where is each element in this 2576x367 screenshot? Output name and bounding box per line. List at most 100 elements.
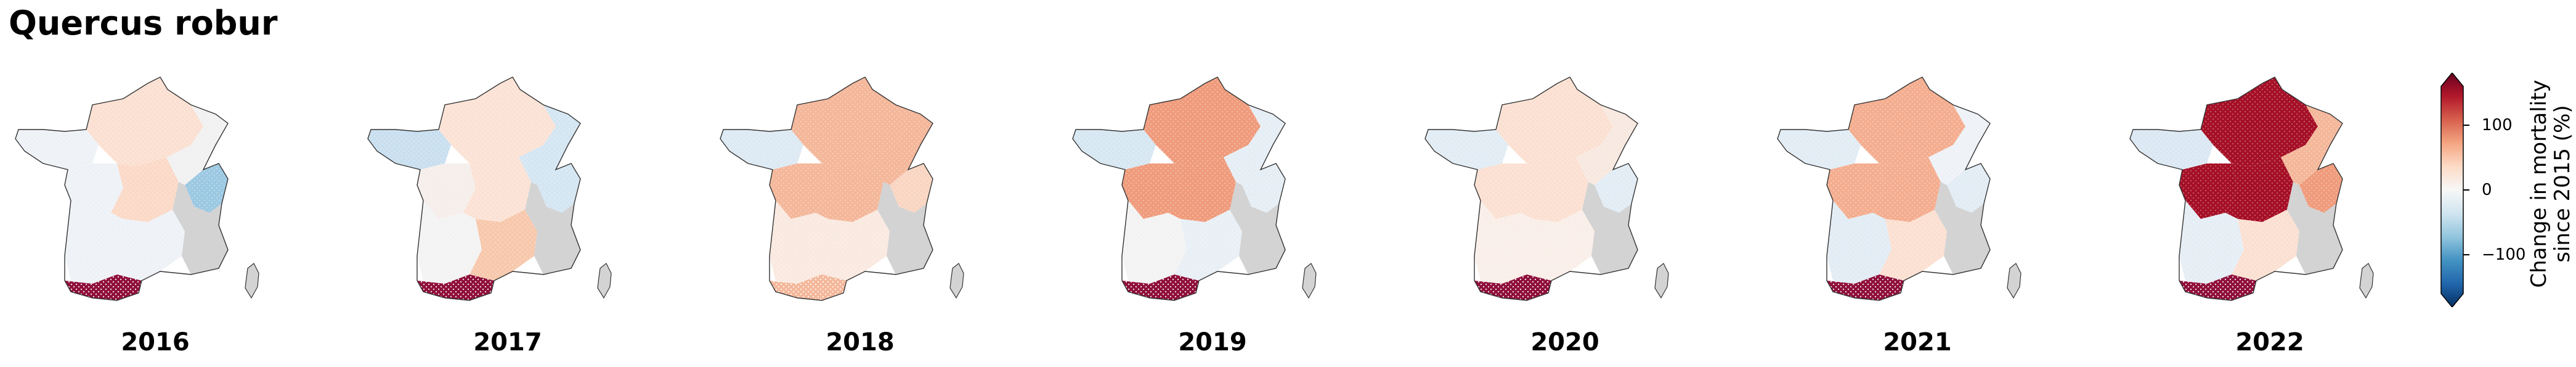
country-outline <box>1424 76 1638 301</box>
region-hatch-northeast <box>519 105 580 185</box>
region-hatch-south <box>1879 210 1947 281</box>
region-hatch-brittany <box>1778 130 1861 170</box>
region-hatch-south <box>1527 210 1595 281</box>
country-outline <box>1777 76 1991 301</box>
region-hatch-north <box>86 77 203 167</box>
region-hatch-brittany <box>368 130 451 170</box>
region-hatch-alps_n <box>1242 163 1285 213</box>
region-hatch-pyrenees <box>65 274 142 300</box>
region-hatch-pyrenees <box>1122 274 1199 300</box>
map-panel-2017 <box>352 59 624 318</box>
region-hatch-center <box>1168 157 1236 222</box>
region-corsica <box>1302 263 1317 299</box>
region-hatch-west <box>1827 163 1885 219</box>
region-hatch-center <box>463 157 531 222</box>
region-hatch-south <box>117 210 185 281</box>
region-hatch-brittany <box>720 130 803 170</box>
france-map-2022 <box>2129 76 2374 301</box>
region-hatch-alps_n <box>185 163 228 213</box>
region-hatch-pyrenees <box>770 274 847 300</box>
region-corsica <box>245 263 259 299</box>
colorbar-tick-mark <box>2463 125 2469 126</box>
region-hatch-north <box>1496 77 1613 167</box>
region-hatch-center <box>816 157 884 222</box>
map-panel-2018 <box>705 59 976 318</box>
france-map-2018 <box>720 76 964 301</box>
region-hatch-west <box>1122 163 1180 219</box>
france-map-2017 <box>367 76 612 301</box>
region-corsica <box>1654 263 1669 299</box>
region-hatch-southwest <box>770 200 834 284</box>
colorbar-label-line1: Change in mortality <box>2527 80 2551 288</box>
region-hatch-south <box>2232 210 2299 281</box>
region-hatch-brittany <box>2130 130 2213 170</box>
region-hatch-north <box>439 77 556 167</box>
region-hatch-alps_n <box>890 163 933 213</box>
region-hatch-northeast <box>1928 105 1990 185</box>
region-hatch-center <box>111 157 179 222</box>
year-label-2016: 2016 <box>121 328 190 357</box>
country-outline <box>15 76 229 301</box>
region-hatch-west <box>417 163 476 219</box>
region-hatch-north <box>791 77 908 167</box>
year-label-2018: 2018 <box>826 328 895 357</box>
year-label-2022: 2022 <box>2235 328 2304 357</box>
region-hatch-west <box>2179 163 2238 219</box>
country-outline <box>720 76 933 301</box>
map-panel-2016 <box>0 59 271 318</box>
country-outline <box>2129 76 2343 301</box>
year-label-2019: 2019 <box>1178 328 1247 357</box>
map-panel-2022 <box>2115 59 2386 318</box>
colorbar-tick-mark <box>2463 254 2469 255</box>
colorbar-label: Change in mortality since 2015 (%) <box>2527 80 2575 288</box>
region-hatch-south <box>1174 210 1242 281</box>
year-label-2021: 2021 <box>1883 328 1952 357</box>
region-hatch-northeast <box>1224 105 1285 185</box>
region-hatch-pyrenees <box>1474 274 1551 300</box>
region-hatch-alps_n <box>537 163 580 213</box>
region-hatch-center <box>1873 157 1941 222</box>
map-panel-2020 <box>1410 59 1681 318</box>
region-alps_s <box>173 182 228 274</box>
region-alps_s <box>877 182 933 274</box>
region-alps_s <box>1582 182 1638 274</box>
region-corsica <box>2007 263 2021 299</box>
country-outline <box>1072 76 1286 301</box>
region-hatch-south <box>469 210 537 281</box>
region-hatch-west <box>1474 163 1533 219</box>
region-hatch-west <box>770 163 828 219</box>
region-hatch-alps_n <box>1947 163 1990 213</box>
year-label-2017: 2017 <box>473 328 542 357</box>
france-map-2021 <box>1777 76 2021 301</box>
region-hatch-south <box>822 210 890 281</box>
region-hatch-southwest <box>65 200 129 284</box>
colorbar-tick: −100 <box>2482 245 2526 264</box>
region-hatch-center <box>1521 157 1588 222</box>
colorbar-tick-mark <box>2463 189 2469 191</box>
colorbar-tick: 100 <box>2482 116 2513 134</box>
year-label-2020: 2020 <box>1530 328 1599 357</box>
region-hatch-southwest <box>2179 200 2244 284</box>
map-panel-2019 <box>1057 59 1328 318</box>
region-alps_s <box>1230 182 1285 274</box>
region-alps_s <box>2287 182 2342 274</box>
region-hatch-southwest <box>1827 200 1891 284</box>
region-hatch-pyrenees <box>417 274 494 300</box>
region-hatch-pyrenees <box>2179 274 2256 300</box>
region-hatch-northeast <box>166 105 228 185</box>
region-alps_s <box>1935 182 1990 274</box>
region-hatch-southwest <box>1122 200 1187 284</box>
region-hatch-center <box>2225 157 2293 222</box>
colorbar-gradient <box>2440 73 2464 307</box>
country-outline <box>367 76 581 301</box>
region-corsica <box>949 263 964 299</box>
region-hatch-brittany <box>15 130 99 170</box>
region-hatch-north <box>2201 77 2318 167</box>
region-hatch-north <box>1848 77 1965 167</box>
region-hatch-pyrenees <box>1827 274 1904 300</box>
region-hatch-brittany <box>1425 130 1508 170</box>
region-hatch-alps_n <box>1595 163 1638 213</box>
figure-title: Quercus robur <box>9 4 278 43</box>
region-hatch-north <box>1144 77 1261 167</box>
region-hatch-southwest <box>417 200 482 284</box>
